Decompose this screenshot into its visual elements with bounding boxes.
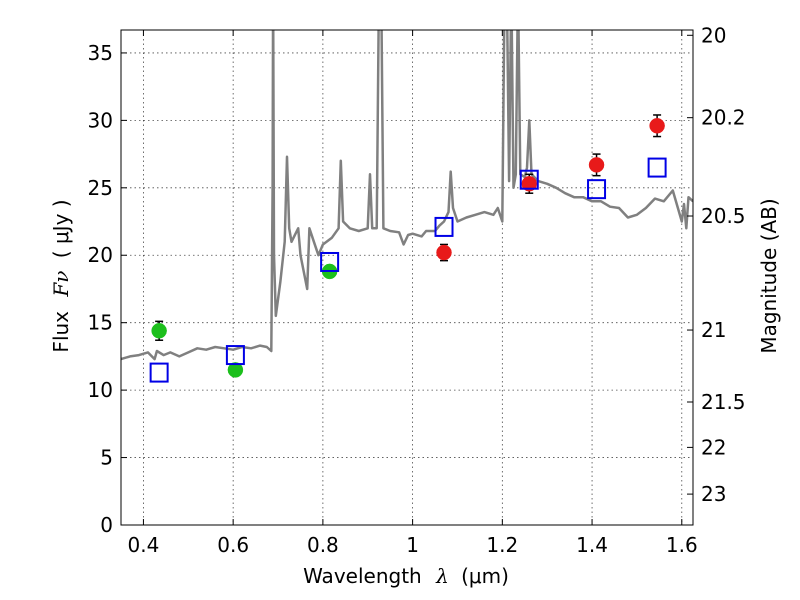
x-tick-label: 0.8 [307, 533, 339, 557]
marker-layer [149, 114, 667, 383]
photometry-point [649, 118, 665, 134]
photometry-point [436, 244, 452, 261]
y-tick-label: 15 [88, 311, 113, 335]
photometry-point [588, 157, 605, 173]
x-axis-title: Wavelength λ (μm) [303, 564, 509, 588]
tick-labels: 0.4 0.6 0.8 1 1.2 1.4 1.6 0 5 10 15 20 25 30 35 20 20.2 2… [88, 23, 746, 557]
y-tick-label: 5 [100, 446, 113, 470]
spectrum-layer [121, 30, 693, 361]
y2-tick-label: 23 [701, 482, 726, 506]
x-tick-label: 0.6 [217, 533, 249, 557]
photometry-point [151, 323, 167, 339]
y-axis-unit: ( μJy ) [49, 199, 73, 258]
model-square [647, 157, 667, 178]
y-axis-symbol: Fν [49, 271, 73, 298]
plot-area [121, 30, 693, 383]
y2-axis-title: Magnitude (AB) [757, 198, 781, 353]
y-axis-label: Flux [49, 311, 73, 353]
grid [121, 30, 693, 525]
x-axis-unit: (μm) [461, 564, 509, 588]
y-axis-title: Flux Fν ( μJy ) [49, 199, 73, 352]
model-square [320, 251, 340, 272]
model-square [149, 362, 169, 383]
y-tick-label: 0 [100, 513, 113, 537]
y2-tick-label: 20.5 [701, 204, 746, 228]
model-square [434, 216, 454, 237]
y2-tick-label: 20 [701, 23, 726, 47]
y2-tick-label: 22 [701, 435, 726, 459]
x-tick-label: 0.4 [128, 533, 160, 557]
y-tick-label: 10 [88, 378, 113, 402]
x-tick-label: 1.6 [666, 533, 698, 557]
model-square [519, 169, 539, 190]
model-square [587, 179, 607, 200]
y-tick-label: 20 [88, 243, 113, 267]
model-square [225, 345, 245, 366]
y2-tick-label: 21.5 [701, 390, 746, 414]
x-tick-label: 1.4 [576, 533, 608, 557]
tick-marks [121, 30, 693, 526]
x-tick-label: 1 [406, 533, 419, 557]
spectrum-line [121, 30, 693, 361]
y-tick-label: 25 [88, 176, 113, 200]
plot-frame [120, 29, 694, 526]
x-tick-label: 1.2 [486, 533, 518, 557]
y2-tick-label: 21 [701, 318, 726, 342]
photometry-point [227, 362, 244, 378]
x-axis-label: Wavelength [303, 564, 422, 588]
y-tick-label: 35 [88, 41, 113, 65]
y-tick-label: 30 [88, 108, 113, 132]
x-axis-symbol: λ [435, 564, 449, 588]
y2-tick-label: 20.2 [701, 106, 746, 130]
